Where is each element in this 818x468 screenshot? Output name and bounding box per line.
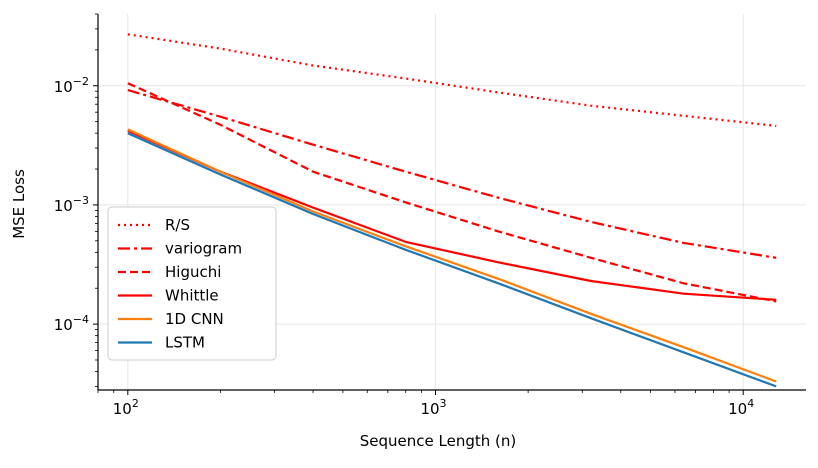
legend: R/S variogram Higuchi Whittle 1D CNN LSTM (107, 206, 277, 361)
x-tick-label: 102 (113, 397, 139, 418)
x-tick-label: 103 (420, 397, 446, 418)
legend-label: LSTM (165, 334, 205, 352)
series-line-r-s (127, 33, 777, 127)
series-line-variogram (127, 89, 777, 259)
series-line-1d-cnn (127, 128, 777, 383)
y-axis-label: MSE Loss (10, 169, 28, 239)
legend-label: Higuchi (165, 263, 221, 281)
series-layer (127, 33, 777, 388)
x-axis-label: Sequence Length (n) (360, 432, 516, 450)
legend-label: 1D CNN (165, 310, 224, 328)
x-tick-label: 104 (728, 397, 754, 418)
y-tick-label: 10−4 (54, 313, 89, 334)
y-tick-label: 10−3 (54, 194, 89, 215)
series-line-higuchi (127, 82, 777, 303)
y-tick-label: 10−2 (54, 75, 89, 96)
series-line-lstm (127, 132, 777, 388)
legend-label: variogram (165, 240, 242, 258)
legend-box (107, 206, 277, 361)
axes-layer: 102 103 104 10−4 10−3 10−2 (54, 13, 806, 418)
legend-label: Whittle (165, 287, 219, 305)
legend-label: R/S (165, 216, 190, 234)
